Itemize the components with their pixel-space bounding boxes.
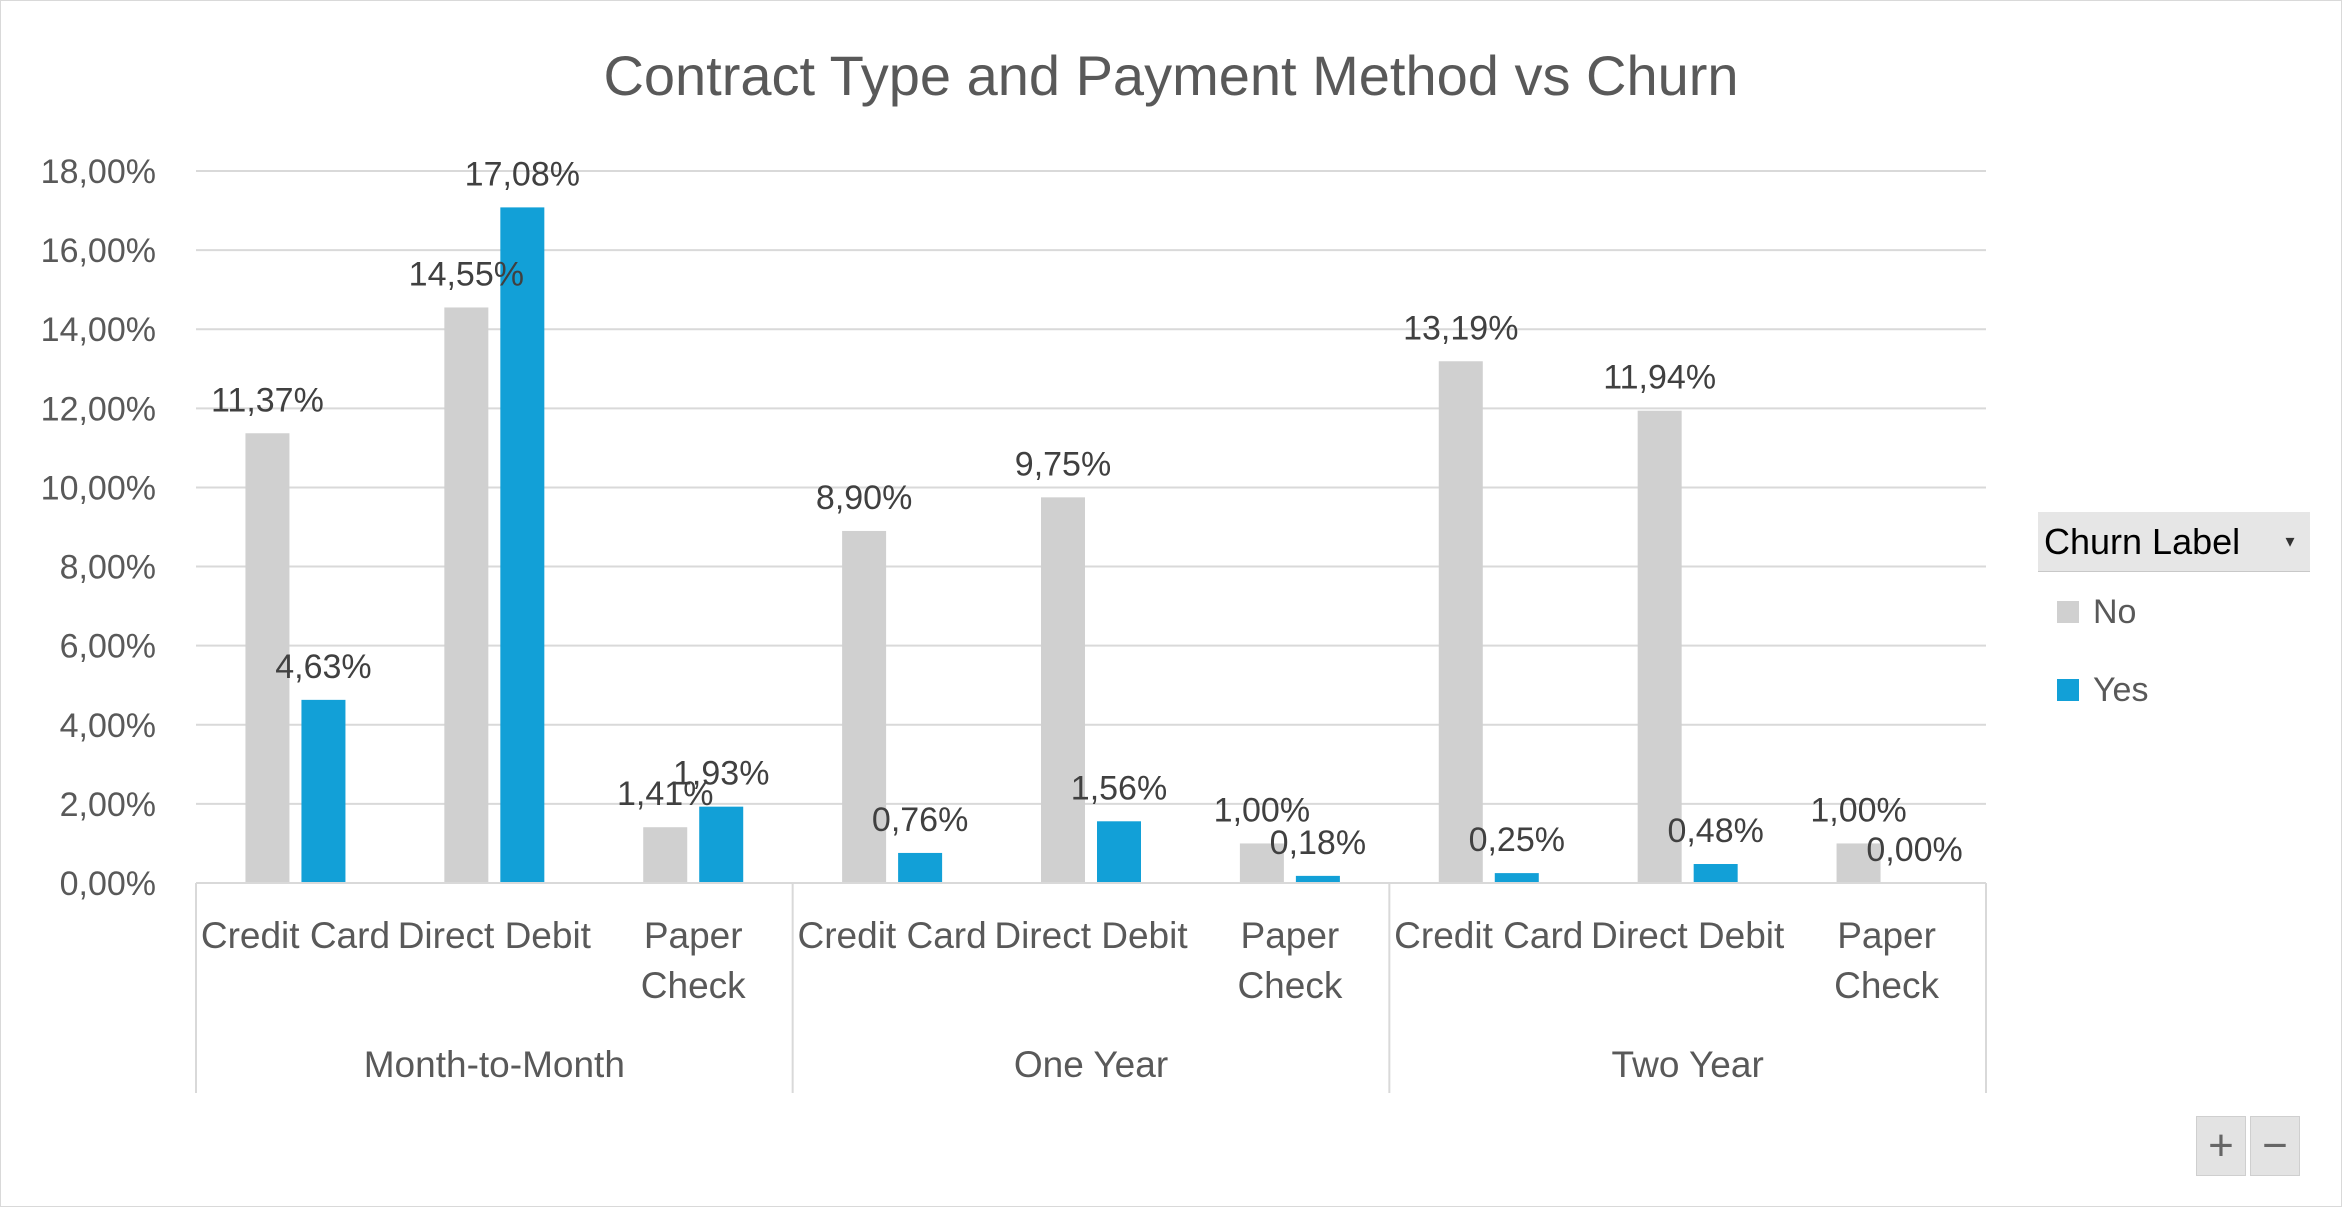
legend-swatch-yes (2057, 679, 2079, 701)
legend-item-no[interactable]: No (2057, 590, 2136, 634)
bar-yes (898, 852, 943, 883)
data-label-no: 14,55% (409, 255, 524, 293)
x-tick-label: Check (1237, 965, 1342, 1006)
y-tick-label: 12,00% (41, 390, 156, 428)
bar-no (1438, 361, 1483, 883)
data-label-yes: 1,56% (1071, 769, 1167, 807)
data-label-yes: 0,25% (1469, 821, 1565, 859)
y-axis-ticks: 0,00% 2,00% 4,00% 6,00% 8,00% 10,00% 12,00% 14,… (41, 153, 156, 903)
x-tick-label: Direct Debit (1591, 915, 1785, 956)
data-label-no: 8,90% (816, 479, 912, 517)
legend-header[interactable]: Churn Label ▾ (2038, 512, 2310, 572)
x-tick-label: Credit Card (798, 915, 987, 956)
data-label-no: 11,94% (1603, 359, 1716, 397)
zoom-in-button[interactable]: + (2196, 1116, 2246, 1176)
y-tick-label: 0,00% (60, 865, 156, 903)
data-label-no: 1,00% (1810, 791, 1906, 829)
y-tick-label: 16,00% (41, 232, 156, 270)
data-label-no: 11,37% (211, 381, 324, 419)
bar-no (842, 530, 887, 883)
legend-label-yes: Yes (2093, 670, 2149, 709)
y-tick-label: 8,00% (60, 549, 156, 587)
y-tick-label: 4,00% (60, 707, 156, 745)
group-label: Two Year (1612, 1044, 1764, 1085)
y-tick-label: 18,00% (41, 153, 156, 191)
y-tick-label: 10,00% (41, 469, 156, 507)
bar-yes (1295, 875, 1340, 883)
y-tick-label: 14,00% (41, 311, 156, 349)
data-label-no: 1,41% (617, 775, 713, 813)
bar-no (643, 827, 688, 883)
bar-yes (1494, 873, 1539, 883)
legend-item-yes[interactable]: Yes (2057, 668, 2148, 712)
x-tick-label: Credit Card (201, 915, 390, 956)
minus-icon: − (2262, 1121, 2288, 1170)
legend-swatch-no (2057, 601, 2079, 623)
x-tick-label: Direct Debit (398, 915, 592, 956)
data-label-yes: 4,63% (275, 648, 371, 686)
x-tick-label: Credit Card (1394, 915, 1583, 956)
bar-no (1637, 410, 1682, 883)
x-tick-label: Check (641, 965, 746, 1006)
bar-yes (301, 699, 346, 883)
data-label-yes: 1,93% (673, 755, 769, 793)
data-labels: 11,37% 4,63% 14,55% 17,08% 1,41%1,93% 8,90% 0,… (211, 155, 1963, 869)
data-label-no: 13,19% (1403, 309, 1518, 347)
data-label-yes: 0,18% (1270, 824, 1366, 862)
bars (245, 207, 1881, 883)
group-label: One Year (1014, 1044, 1168, 1085)
data-label-yes: 17,08% (465, 155, 580, 193)
data-label-no: 1,00% (1214, 791, 1310, 829)
x-tick-label: Paper (1837, 915, 1936, 956)
legend-label-no: No (2093, 592, 2137, 631)
data-label-no: 9,75% (1015, 445, 1111, 483)
bar-no (1041, 497, 1085, 883)
x-tick-label: Check (1834, 965, 1939, 1006)
data-label-yes: 0,76% (872, 801, 968, 839)
chevron-down-icon[interactable]: ▾ (2285, 531, 2295, 551)
bar-no (1836, 843, 1881, 883)
bar-yes (500, 207, 545, 883)
bar-yes (1097, 821, 1141, 883)
bar-yes (1693, 864, 1738, 883)
chart-title: Contract Type and Payment Method vs Chur… (603, 44, 1738, 107)
legend-title: Churn Label (2044, 520, 2241, 562)
group-label: Month-to-Month (364, 1044, 625, 1085)
x-tick-label: Paper (1241, 915, 1340, 956)
zoom-out-button[interactable]: − (2250, 1116, 2300, 1176)
bar-no (245, 433, 290, 883)
bar-no (444, 307, 489, 883)
x-tick-label: Direct Debit (994, 915, 1188, 956)
y-tick-label: 6,00% (60, 628, 156, 666)
y-tick-label: 2,00% (60, 786, 156, 824)
data-label-yes: 0,48% (1667, 812, 1763, 850)
x-tick-label: Paper (644, 915, 743, 956)
bar-no (1239, 843, 1284, 883)
plus-icon: + (2208, 1121, 2234, 1170)
bar-yes (699, 806, 744, 883)
gridlines (196, 170, 1986, 805)
data-label-yes: 0,00% (1866, 831, 1962, 869)
